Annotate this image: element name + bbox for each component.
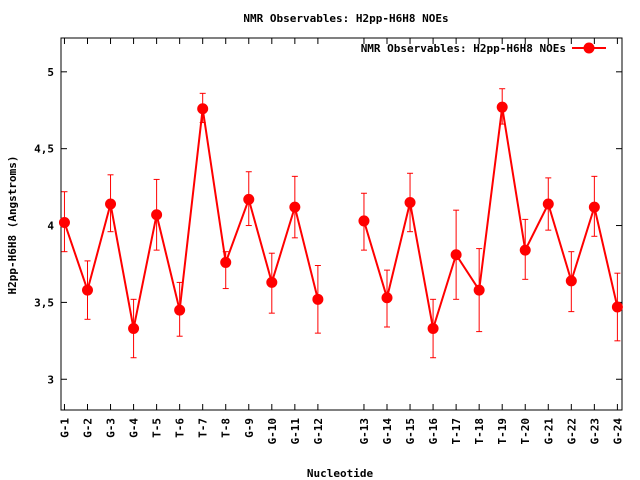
x-tick-label: G-14: [381, 418, 394, 445]
x-tick-label: G-15: [404, 418, 417, 445]
legend: NMR Observables: H2pp-H6H8 NOEs: [361, 42, 606, 55]
x-tick-label: G-9: [243, 418, 256, 438]
x-tick-label: G-1: [58, 418, 71, 438]
x-axis-ticks: G-1 G-2 G-3 G-4 T-5 T-6 T-7 T-8 G-9 G-10 G-11 G-12 G…: [58, 38, 624, 445]
data-point: [220, 256, 232, 268]
data-point: [450, 249, 462, 261]
x-tick-label: G-2: [81, 418, 94, 438]
data-point: [81, 284, 93, 296]
x-tick-label: G-3: [105, 418, 118, 438]
chart-title: NMR Observables: H2pp-H6H8 NOEs: [243, 12, 448, 25]
x-tick-label: G-10: [266, 418, 279, 445]
data-point: [427, 323, 439, 335]
y-axis-label: H2pp-H6H8 (Angstroms): [6, 155, 19, 294]
y-tick-label: 4: [47, 220, 54, 233]
x-tick-label: T-5: [151, 418, 164, 438]
data-point: [381, 292, 393, 304]
data-point: [312, 293, 324, 305]
data-point: [266, 276, 278, 288]
x-tick-label: G-23: [588, 418, 601, 445]
data-point: [588, 201, 600, 213]
x-tick-label: T-18: [473, 418, 486, 445]
series-line: [363, 107, 619, 329]
data-point: [473, 284, 485, 296]
data-point: [174, 304, 186, 316]
legend-label: NMR Observables: H2pp-H6H8 NOEs: [361, 42, 566, 55]
x-tick-label: T-7: [197, 418, 210, 438]
x-tick-label: G-16: [427, 418, 440, 445]
data-point: [197, 103, 209, 115]
x-tick-label: G-21: [542, 418, 555, 445]
data-point: [358, 215, 370, 227]
series-layer: [58, 88, 623, 359]
x-tick-label: T-6: [174, 418, 187, 438]
x-tick-label: G-4: [128, 418, 141, 438]
data-point: [58, 216, 70, 228]
y-tick-label: 3: [47, 373, 54, 386]
data-point: [243, 193, 255, 205]
x-tick-label: T-20: [519, 418, 532, 445]
data-point: [519, 244, 531, 256]
x-tick-label: G-22: [565, 418, 578, 445]
x-tick-label: T-19: [496, 418, 509, 445]
y-tick-label: 3,5: [34, 296, 54, 309]
data-point: [404, 196, 416, 208]
x-tick-label: T-8: [220, 418, 233, 438]
x-tick-label: G-12: [312, 418, 325, 445]
x-tick-label: T-17: [450, 418, 463, 445]
data-point: [565, 275, 577, 287]
data-point: [611, 301, 623, 313]
y-tick-label: 5: [47, 66, 54, 79]
series-line: [63, 108, 319, 329]
data-point: [151, 209, 163, 221]
data-point: [289, 201, 301, 213]
x-tick-label: G-13: [358, 418, 371, 445]
x-tick-label: G-11: [289, 418, 302, 445]
data-point: [128, 323, 140, 335]
legend-marker-sample: [583, 42, 595, 54]
data-point: [542, 198, 554, 210]
y-tick-label: 4,5: [34, 143, 54, 156]
data-point: [496, 101, 508, 113]
x-axis-label: Nucleotide: [307, 467, 374, 480]
data-point: [105, 198, 117, 210]
x-tick-label: G-24: [611, 418, 624, 445]
